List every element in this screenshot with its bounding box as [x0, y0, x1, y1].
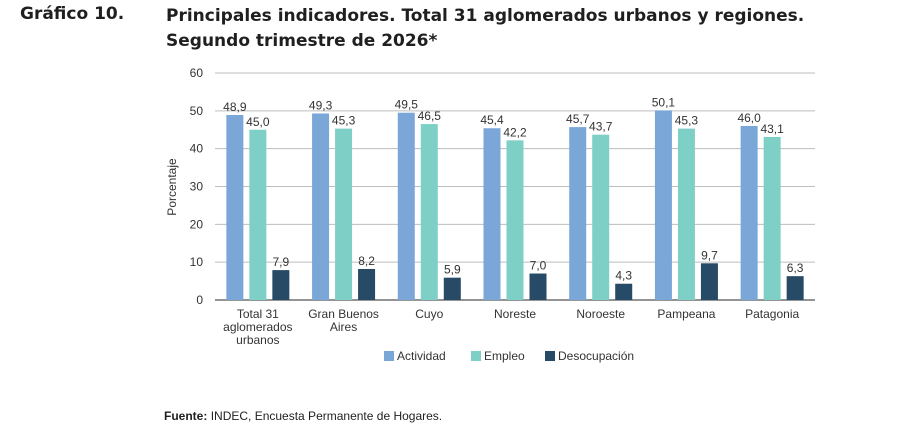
y-tick-label: 10 [190, 255, 204, 269]
chart-title-line-1: Principales indicadores. Total 31 aglome… [166, 6, 805, 26]
bar-empleo [249, 129, 267, 300]
data-label: 45,3 [332, 114, 356, 128]
data-label: 46,5 [418, 109, 442, 123]
legend-label: Empleo [484, 349, 525, 363]
data-label: 45,7 [566, 112, 590, 126]
x-category-label: urbanos [236, 333, 279, 347]
y-tick-label: 0 [196, 293, 203, 307]
bar-desocupacion [272, 270, 290, 300]
x-category-label: Noreste [494, 307, 536, 321]
data-label: 49,3 [309, 98, 333, 112]
source-note: Fuente: INDEC, Encuesta Permanente de Ho… [164, 409, 442, 423]
bar-desocupacion [358, 268, 376, 300]
data-label: 42,2 [503, 125, 527, 139]
data-label: 5,9 [444, 263, 461, 277]
x-category-label: Aires [330, 320, 357, 334]
bar-actividad [226, 114, 244, 301]
y-tick-label: 50 [190, 104, 204, 118]
bar-empleo [677, 128, 695, 300]
data-label: 49,5 [395, 98, 419, 112]
bar-empleo [420, 124, 438, 300]
y-tick-label: 60 [190, 66, 204, 80]
bar-actividad [312, 113, 330, 301]
figure-label: Gráfico 10. [20, 4, 125, 24]
data-label: 48,9 [223, 100, 247, 114]
legend-label: Desocupación [558, 349, 634, 363]
bar-empleo [592, 134, 610, 300]
data-label: 43,1 [760, 122, 784, 136]
data-label: 8,2 [358, 254, 375, 268]
data-label: 6,3 [787, 261, 804, 275]
data-label: 7,9 [273, 255, 290, 269]
source-label: Fuente: [164, 409, 208, 423]
y-tick-label: 30 [190, 180, 204, 194]
x-category-label: Cuyo [415, 307, 443, 321]
data-label: 4,3 [615, 269, 632, 283]
bar-empleo [763, 136, 781, 300]
y-axis-label: Porcentaje [165, 158, 179, 216]
x-category-label: Noroeste [576, 307, 625, 321]
bar-empleo [335, 128, 353, 300]
y-tick-label: 20 [190, 217, 204, 231]
bar-empleo [506, 140, 524, 300]
bar-desocupacion [529, 273, 547, 300]
bar-desocupacion [615, 283, 633, 300]
legend-swatch [471, 351, 481, 361]
bar-actividad [397, 112, 415, 300]
data-label: 45,3 [675, 114, 699, 128]
bar-desocupacion [700, 263, 718, 300]
legend-label: Actividad [397, 349, 446, 363]
data-label: 46,0 [737, 111, 761, 125]
bar-chart: 0 10 20 30 40 50 60 Porcentaje 48,945,0 7,9 Total … [165, 66, 815, 363]
bar-actividad [483, 128, 501, 300]
data-label: 9,7 [701, 248, 718, 262]
chart-title-line-2: Segundo trimestre de 2026* [166, 31, 438, 51]
source-text: INDEC, Encuesta Permanente de Hogares. [210, 409, 443, 423]
x-category-label: Patagonia [745, 307, 799, 321]
legend-swatch [384, 351, 394, 361]
bar-actividad [569, 127, 587, 300]
bar-desocupacion [786, 276, 804, 300]
x-category-label: Gran Buenos [308, 307, 379, 321]
data-label: 50,1 [652, 95, 676, 109]
bar-actividad [654, 110, 672, 300]
data-label: 45,0 [246, 115, 270, 129]
data-label: 45,4 [480, 113, 504, 127]
chart-title: Principales indicadores. Total 31 aglome… [166, 4, 886, 54]
data-label: 7,0 [530, 259, 547, 273]
bar-actividad [740, 125, 758, 300]
x-category-label: Total 31 [237, 307, 279, 321]
legend-swatch [545, 351, 555, 361]
x-category-label: aglomerados [223, 320, 292, 334]
data-label: 43,7 [589, 120, 613, 134]
y-tick-label: 40 [190, 142, 204, 156]
x-category-label: Pampeana [657, 307, 715, 321]
bar-desocupacion [443, 277, 461, 300]
